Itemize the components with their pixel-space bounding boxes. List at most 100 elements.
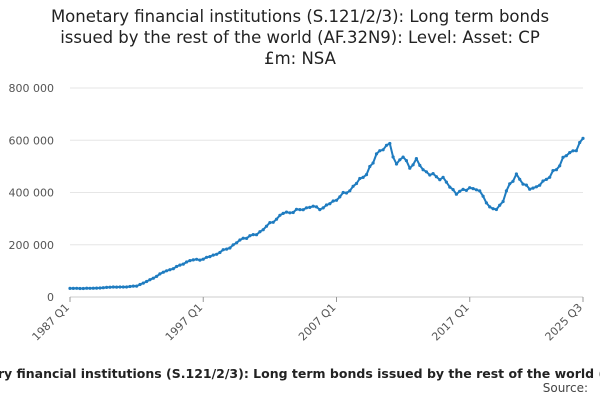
data-point[interactable] (235, 241, 239, 245)
data-point[interactable] (91, 286, 95, 290)
data-point[interactable] (311, 204, 315, 208)
data-point[interactable] (361, 175, 365, 179)
data-point[interactable] (431, 172, 435, 176)
data-point[interactable] (75, 286, 79, 290)
data-point[interactable] (448, 185, 452, 189)
data-point[interactable] (131, 284, 135, 288)
data-point[interactable] (251, 233, 255, 237)
data-point[interactable] (171, 267, 175, 271)
data-point[interactable] (95, 286, 99, 290)
data-point[interactable] (441, 175, 445, 179)
data-point[interactable] (334, 198, 339, 202)
data-point[interactable] (201, 257, 205, 261)
data-point[interactable] (481, 194, 485, 198)
data-point[interactable] (551, 169, 555, 173)
data-point[interactable] (78, 286, 82, 291)
data-point[interactable] (241, 236, 245, 240)
data-point[interactable] (358, 176, 362, 181)
data-point[interactable] (394, 162, 399, 166)
data-point[interactable] (434, 175, 438, 179)
data-point[interactable] (158, 272, 162, 276)
data-point[interactable] (351, 184, 355, 188)
data-point[interactable] (238, 238, 242, 242)
data-point[interactable] (454, 192, 458, 196)
data-point[interactable] (85, 286, 89, 290)
data-point[interactable] (531, 186, 535, 190)
data-point[interactable] (471, 187, 475, 191)
data-point[interactable] (424, 170, 428, 174)
data-point[interactable] (98, 286, 102, 290)
data-point[interactable] (271, 220, 275, 224)
data-point[interactable] (384, 143, 389, 147)
data-point[interactable] (248, 234, 252, 238)
data-point[interactable] (225, 247, 229, 251)
data-point[interactable] (418, 163, 422, 167)
data-point[interactable] (498, 203, 502, 207)
data-point[interactable] (501, 199, 505, 204)
data-point[interactable] (268, 221, 272, 225)
data-point[interactable] (304, 206, 309, 210)
data-point[interactable] (71, 286, 75, 290)
data-point[interactable] (474, 188, 478, 192)
data-point[interactable] (314, 205, 319, 209)
data-point[interactable] (68, 286, 72, 290)
data-point[interactable] (544, 177, 549, 181)
data-point[interactable] (101, 286, 105, 290)
data-point[interactable] (135, 284, 139, 288)
data-point[interactable] (324, 203, 329, 207)
data-point[interactable] (461, 187, 465, 191)
data-point[interactable] (198, 258, 202, 262)
data-point[interactable] (451, 188, 455, 192)
data-point[interactable] (261, 228, 265, 232)
data-point[interactable] (508, 182, 512, 186)
data-point[interactable] (564, 154, 568, 158)
data-point[interactable] (88, 286, 92, 290)
data-point[interactable] (145, 279, 149, 284)
data-point[interactable] (331, 199, 335, 203)
data-point[interactable] (148, 278, 152, 282)
data-point[interactable] (491, 207, 495, 211)
data-point[interactable] (231, 243, 235, 247)
data-point[interactable] (185, 260, 189, 264)
data-point[interactable] (228, 246, 232, 250)
data-point[interactable] (254, 233, 259, 237)
data-point[interactable] (534, 185, 539, 189)
data-point[interactable] (208, 255, 212, 259)
data-point[interactable] (494, 207, 498, 212)
data-point[interactable] (258, 230, 262, 234)
data-point[interactable] (245, 236, 249, 240)
data-point[interactable] (414, 157, 418, 161)
data-point[interactable] (478, 189, 482, 193)
data-point[interactable] (528, 187, 532, 191)
data-point[interactable] (338, 195, 342, 199)
data-point[interactable] (398, 158, 402, 162)
data-point[interactable] (341, 190, 345, 195)
data-point[interactable] (264, 224, 269, 228)
data-point[interactable] (388, 141, 392, 146)
data-point[interactable] (321, 206, 325, 210)
data-point[interactable] (215, 252, 219, 256)
data-point[interactable] (151, 276, 155, 280)
data-point[interactable] (581, 136, 585, 140)
data-point[interactable] (108, 285, 112, 289)
data-point[interactable] (364, 173, 369, 177)
data-point[interactable] (354, 181, 359, 186)
data-point[interactable] (125, 285, 129, 289)
data-point[interactable] (161, 270, 165, 274)
data-point[interactable] (561, 155, 565, 159)
data-point[interactable] (541, 179, 545, 183)
data-point[interactable] (211, 253, 215, 257)
data-point[interactable] (284, 210, 289, 214)
data-point[interactable] (191, 258, 195, 262)
data-point[interactable] (368, 164, 372, 169)
data-point[interactable] (521, 182, 525, 186)
data-point[interactable] (301, 208, 305, 212)
data-point[interactable] (391, 155, 395, 159)
data-point[interactable] (168, 268, 172, 272)
data-point[interactable] (374, 152, 379, 156)
data-point[interactable] (401, 155, 405, 159)
data-point[interactable] (205, 255, 209, 259)
data-point[interactable] (524, 183, 529, 187)
data-point[interactable] (181, 262, 185, 266)
data-point[interactable] (178, 263, 182, 267)
